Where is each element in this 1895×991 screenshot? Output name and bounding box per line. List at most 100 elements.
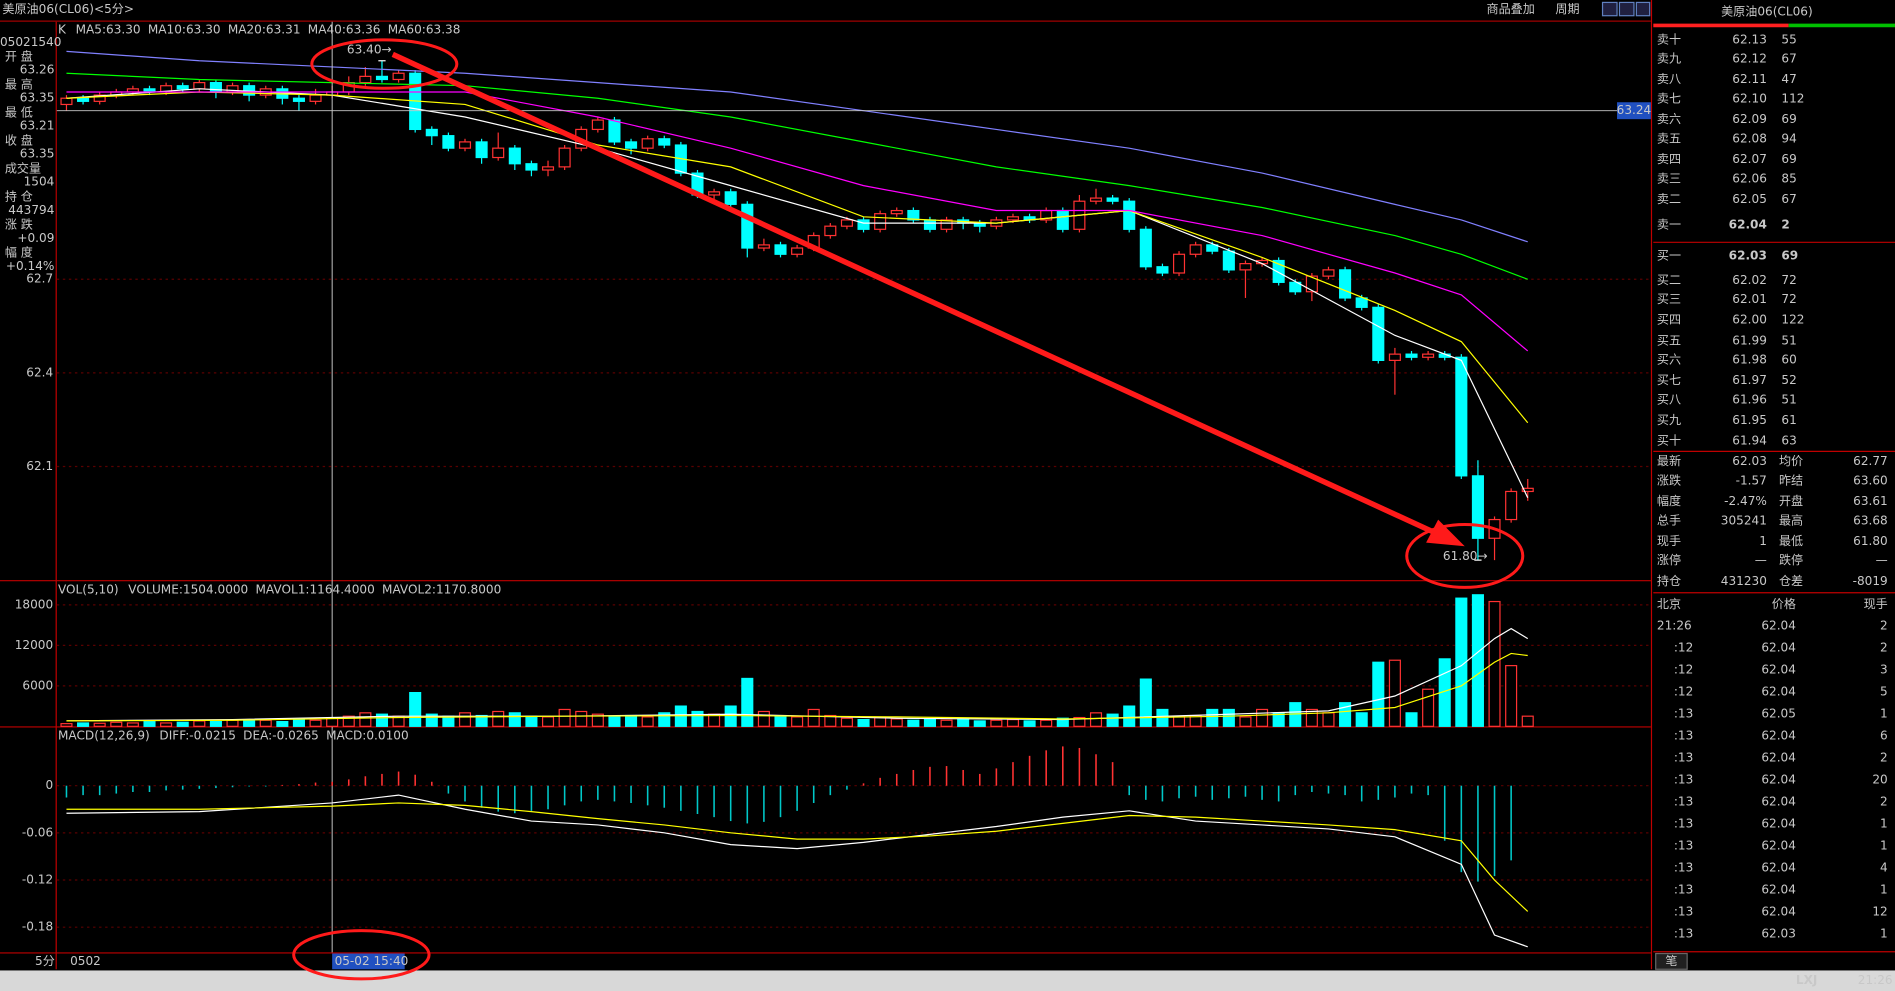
trade-volume: 2 <box>1880 794 1888 808</box>
trades-tab[interactable] <box>1655 952 1688 970</box>
extreme-label: 63.40→ <box>347 42 392 56</box>
candle-body <box>475 141 488 159</box>
candle-body <box>1322 269 1335 277</box>
book-price: 62.11 <box>1732 72 1767 86</box>
info-value: 63.35 <box>20 91 55 105</box>
candle-body <box>292 97 305 102</box>
menu-item[interactable]: 商品叠加 <box>1487 1 1535 16</box>
menu-item[interactable]: 周期 <box>1555 2 1579 16</box>
book-price: 62.02 <box>1732 273 1767 287</box>
info-value: 443794 <box>8 203 54 217</box>
candle-body <box>591 119 604 131</box>
legend-item: MA40:63.36 <box>308 23 381 37</box>
book-price: 62.00 <box>1732 313 1767 327</box>
stat-value: 1 <box>1759 534 1767 548</box>
info-label: 涨 跌 <box>5 217 33 232</box>
info-label: 收 盘 <box>5 132 33 147</box>
volume-bar <box>923 718 936 727</box>
candle-body <box>77 97 90 102</box>
trade-price: 62.04 <box>1761 772 1796 786</box>
tool-icon[interactable] <box>1601 1 1618 17</box>
book-volume: 47 <box>1781 72 1796 86</box>
trade-volume: 6 <box>1880 728 1888 742</box>
candle-body <box>375 75 389 81</box>
book-price: 62.03 <box>1729 249 1767 263</box>
trade-price: 62.04 <box>1761 663 1796 677</box>
trade-time: :13 <box>1674 882 1693 896</box>
volume-bar <box>1239 716 1252 727</box>
volume-bar <box>940 719 953 727</box>
book-label: 买十 <box>1657 434 1681 448</box>
trades-tab-label[interactable]: 笔 <box>1665 953 1677 968</box>
candle-body <box>1272 259 1285 283</box>
legend-title: VOL(5,10) <box>58 582 119 596</box>
book-price: 62.13 <box>1732 32 1767 46</box>
book-volume: 72 <box>1781 273 1796 287</box>
candle-body <box>1222 250 1235 271</box>
trade-time: :13 <box>1674 926 1693 940</box>
volume-bar <box>1405 712 1418 727</box>
annotation-ellipse <box>310 38 459 90</box>
volume-bar <box>1123 705 1136 727</box>
book-volume: 51 <box>1781 333 1796 347</box>
volume-bar <box>1455 597 1468 727</box>
book-volume: 60 <box>1781 353 1796 367</box>
volume-bar <box>1172 715 1186 727</box>
trade-volume: 12 <box>1872 904 1887 918</box>
volume-bar <box>1505 665 1518 727</box>
candle-body <box>741 203 754 249</box>
volume-bar <box>990 719 1003 727</box>
volume-bar <box>93 722 106 727</box>
trade-price: 62.04 <box>1761 860 1796 874</box>
candle-body <box>857 219 870 230</box>
candle-body <box>1388 353 1401 361</box>
tool-icon[interactable] <box>1618 1 1635 17</box>
status-brand: LXJ <box>1796 973 1818 987</box>
volume-bar <box>1322 712 1335 727</box>
y-tick-label: 18000 <box>15 597 53 611</box>
trade-price: 62.04 <box>1761 904 1796 918</box>
book-label: 买一 <box>1657 249 1681 263</box>
book-label: 卖八 <box>1657 72 1681 86</box>
stat-label: 最新 <box>1657 453 1681 468</box>
info-value: 63.35 <box>20 147 55 161</box>
volume-bar <box>957 718 970 727</box>
candle-body <box>93 94 106 102</box>
legend-title: MACD(12,26,9) <box>58 728 150 742</box>
volume-bar <box>292 718 305 727</box>
trade-price: 62.04 <box>1761 750 1796 764</box>
y-tick-label: 6000 <box>22 678 53 692</box>
annotation-ellipse <box>1405 522 1525 589</box>
trade-volume: 2 <box>1880 750 1888 764</box>
tool-icon[interactable] <box>1635 1 1651 17</box>
book-volume: 63 <box>1781 434 1796 448</box>
book-label: 卖四 <box>1657 152 1681 166</box>
volume-bar <box>691 710 704 727</box>
indicator-line <box>66 794 1528 948</box>
book-volume: 122 <box>1781 313 1804 327</box>
book-label: 卖一 <box>1657 217 1681 231</box>
volume-bar <box>641 716 654 727</box>
candle-body <box>608 119 621 143</box>
y-tick-label: -0.12 <box>22 873 53 887</box>
trade-price: 62.04 <box>1761 728 1796 742</box>
book-price: 61.95 <box>1732 413 1767 427</box>
trade-price: 62.04 <box>1761 685 1796 699</box>
candle-body <box>1106 197 1119 202</box>
trades-header: 现手 <box>1864 597 1888 611</box>
stat-label: 开盘 <box>1779 493 1803 508</box>
stat-label: 均价 <box>1779 454 1803 468</box>
stat-value: 62.03 <box>1732 454 1767 468</box>
stat-label: 涨跌 <box>1657 472 1681 487</box>
stat-value: 61.80 <box>1853 534 1888 548</box>
volume-bar <box>1073 716 1086 727</box>
volume-bar <box>1339 702 1352 727</box>
book-price: 62.09 <box>1732 112 1767 126</box>
candle-body <box>840 219 853 227</box>
volume-bar <box>1388 659 1401 727</box>
trade-time: 21:26 <box>1657 619 1692 633</box>
